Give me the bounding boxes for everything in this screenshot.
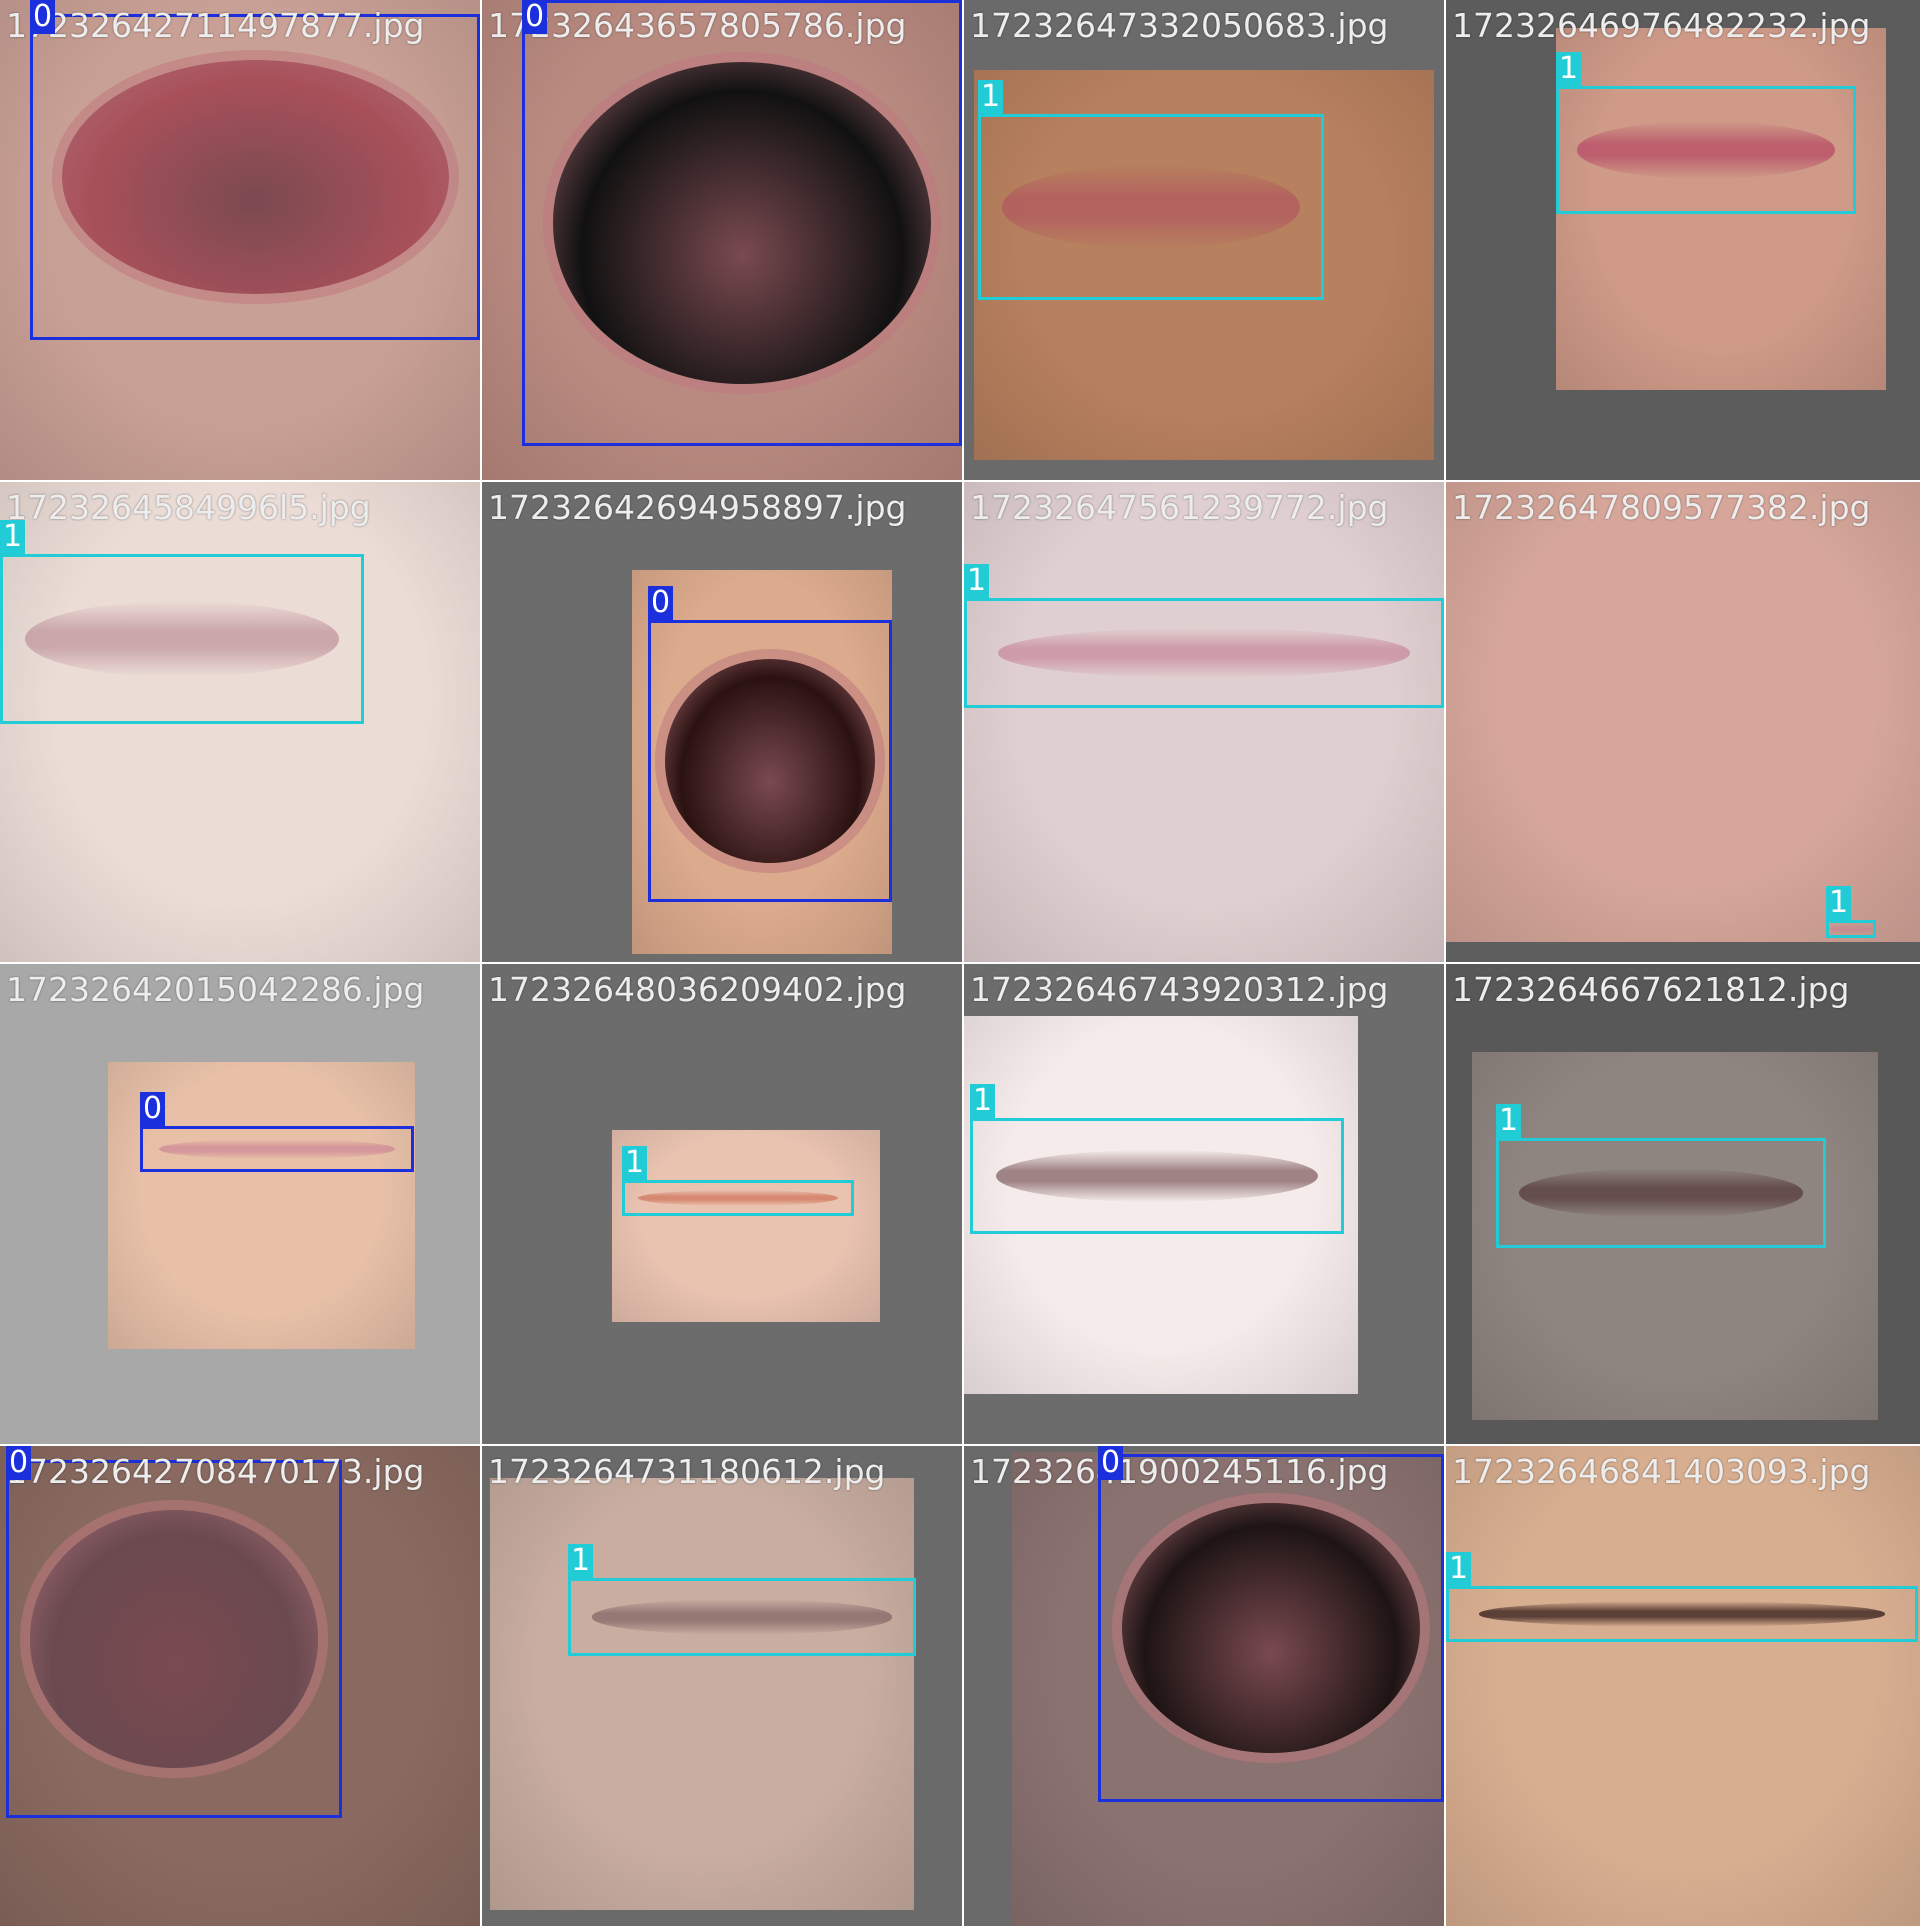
class-tag: 1 (622, 1146, 648, 1180)
class-tag: 1 (1496, 1104, 1522, 1138)
open-mouth-shape (665, 659, 875, 863)
class-tag: 0 (30, 0, 56, 34)
mouth-photo (0, 0, 480, 480)
open-mouth-shape (1122, 1502, 1420, 1754)
filename-label: 17232646743920312.jpg (970, 970, 1389, 1009)
mouth-photo (974, 70, 1434, 460)
class-tag: 1 (1446, 1552, 1472, 1586)
bounding-box-class-1 (568, 1578, 916, 1656)
bounding-box-class-1 (0, 554, 364, 724)
mouth-photo (964, 482, 1444, 962)
bounding-box-class-0 (6, 1460, 342, 1818)
class-tag: 1 (1556, 52, 1582, 86)
tile-14: 1723264731180612.jpg 1 (482, 1446, 962, 1926)
tile-15: 17232641900245116.jpg 0 (964, 1446, 1444, 1926)
filename-label: 17232642015042286.jpg (6, 970, 425, 1009)
filename-label: 1723264731180612.jpg (488, 1452, 886, 1491)
mouth-photo (612, 1130, 880, 1322)
class-tag: 0 (648, 586, 674, 620)
filename-label: 17232641900245116.jpg (970, 1452, 1389, 1491)
tile-3: 17232647332050683.jpg 1 (964, 0, 1444, 480)
open-mouth-shape (29, 1510, 319, 1768)
filename-label: 17232647809577382.jpg (1452, 488, 1871, 527)
tile-7: 17232647561239772.jpg 1 (964, 482, 1444, 962)
filename-label: 17232647561239772.jpg (970, 488, 1389, 527)
closed-lips-shape (1829, 924, 1873, 934)
closed-lips-shape (25, 600, 339, 678)
open-mouth-shape (552, 62, 932, 384)
bounding-box-class-1 (1446, 1586, 1918, 1642)
tile-4: 17232646976482232.jpg 1 (1446, 0, 1920, 480)
tile-12: 1723264667621812.jpg 1 (1446, 964, 1920, 1444)
bounding-box-class-0 (648, 620, 892, 902)
class-tag: 1 (978, 80, 1004, 114)
class-tag: 0 (6, 1446, 32, 1480)
filename-label: 17232647332050683.jpg (970, 6, 1389, 45)
tile-9: 17232642015042286.jpg 0 (0, 964, 480, 1444)
closed-lips-shape (996, 1149, 1318, 1203)
mouth-photo (1472, 1052, 1878, 1420)
open-mouth-shape (61, 59, 449, 295)
bounding-box-class-1 (1826, 920, 1876, 938)
tile-6: 17232642694958897.jpg 0 (482, 482, 962, 962)
filename-label: 17232646976482232.jpg (1452, 6, 1871, 45)
mouth-photo (632, 570, 892, 954)
bounding-box-class-0 (30, 14, 480, 340)
filename-label: 1723264584996l5.jpg (6, 488, 371, 527)
bounding-box-class-0 (1098, 1454, 1444, 1802)
filename-label: 17232642708470173.jpg (6, 1452, 425, 1491)
mouth-photo (1012, 1452, 1444, 1926)
closed-lips-shape (1479, 1601, 1885, 1627)
bounding-box-class-1 (978, 114, 1324, 300)
mouth-photo (1446, 482, 1920, 942)
class-tag: 0 (1098, 1446, 1124, 1480)
bounding-box-class-1 (622, 1180, 854, 1216)
class-tag: 0 (522, 0, 548, 34)
tile-10: 17232648036209402.jpg 1 (482, 964, 962, 1444)
tile-5: 1723264584996l5.jpg 1 (0, 482, 480, 962)
class-tag: 1 (0, 520, 26, 554)
tile-8: 17232647809577382.jpg 1 (1446, 482, 1920, 962)
tile-13: 17232642708470173.jpg 0 (0, 1446, 480, 1926)
filename-label: 1723264667621812.jpg (1452, 970, 1850, 1009)
closed-lips-shape (638, 1189, 838, 1207)
tile-16: 17232646841403093.jpg 1 (1446, 1446, 1920, 1926)
closed-lips-shape (1002, 165, 1300, 249)
mouth-photo (964, 1016, 1358, 1394)
closed-lips-shape (997, 628, 1411, 678)
mouth-photo (1446, 1446, 1920, 1926)
class-tag: 1 (964, 564, 990, 598)
mouth-photo (490, 1478, 914, 1910)
filename-label: 17232643657805786.jpg (488, 6, 907, 45)
closed-lips-shape (592, 1599, 892, 1635)
bounding-box-class-1 (970, 1118, 1344, 1234)
bounding-box-class-0 (140, 1126, 414, 1172)
closed-lips-shape (1519, 1168, 1803, 1218)
filename-label: 17232646841403093.jpg (1452, 1452, 1871, 1491)
class-tag: 1 (1826, 886, 1852, 920)
bounding-box-class-1 (1496, 1138, 1826, 1248)
class-tag: 1 (970, 1084, 996, 1118)
mouth-photo (0, 1446, 480, 1926)
mouth-photo (482, 0, 962, 480)
filename-label: 17232642694958897.jpg (488, 488, 907, 527)
closed-lips-shape (159, 1138, 395, 1160)
class-tag: 1 (568, 1544, 594, 1578)
tile-1: 17232642711497877.jpg 0 (0, 0, 480, 480)
tile-11: 17232646743920312.jpg 1 (964, 964, 1444, 1444)
class-tag: 0 (140, 1092, 166, 1126)
filename-label: 17232648036209402.jpg (488, 970, 907, 1009)
tile-2: 17232643657805786.jpg 0 (482, 0, 962, 480)
closed-lips-shape (1577, 121, 1835, 179)
bounding-box-class-0 (522, 0, 962, 446)
bounding-box-class-1 (964, 598, 1444, 708)
filename-label: 17232642711497877.jpg (6, 6, 425, 45)
bounding-box-class-1 (1556, 86, 1856, 214)
